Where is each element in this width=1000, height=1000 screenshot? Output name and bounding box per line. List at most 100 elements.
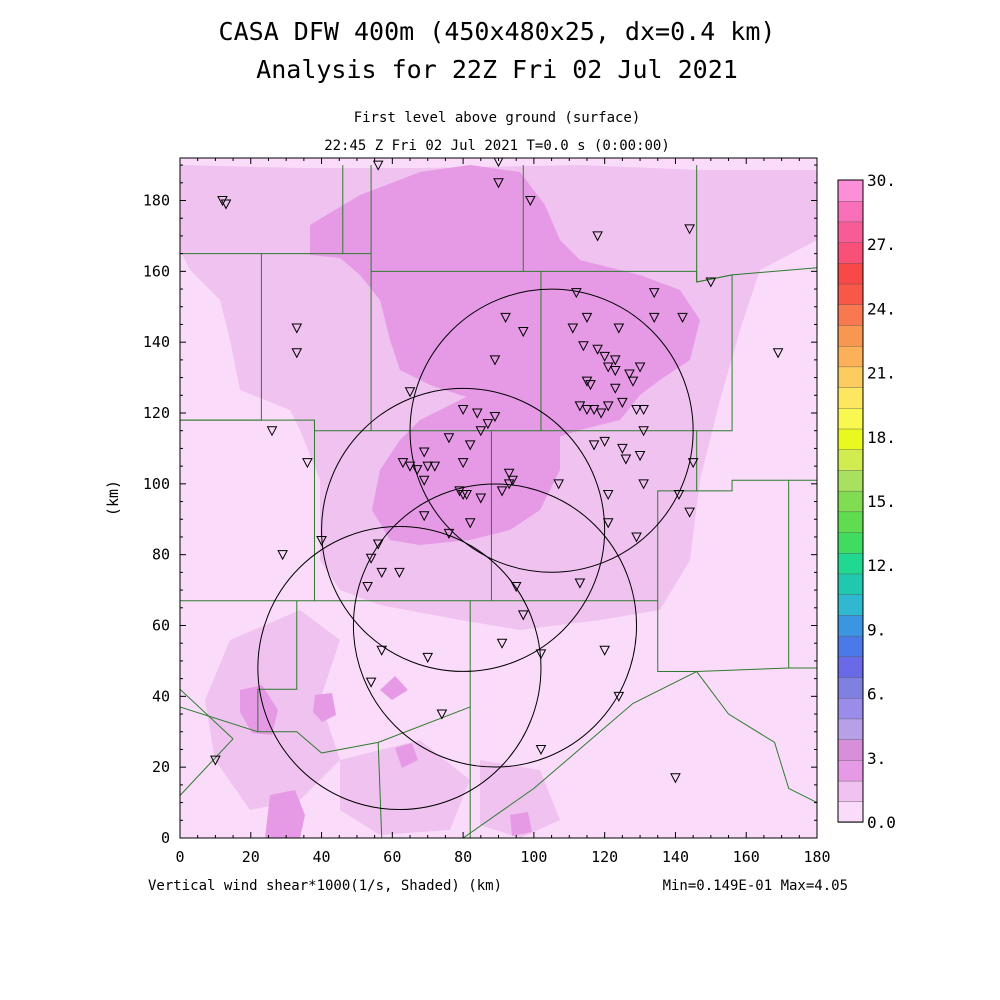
county-line <box>180 706 322 754</box>
radar-site-icon <box>418 475 430 486</box>
county-line <box>657 600 789 673</box>
colorbar-swatch <box>837 449 864 471</box>
subtitle-line2: 22:45 Z Fri 02 Jul 2021 T=0.0 s (0:00:00… <box>324 138 670 154</box>
x-tick-label: 60 <box>383 848 401 866</box>
shear-level-2-north <box>310 165 700 440</box>
radar-site-icon <box>578 341 589 352</box>
radar-site-icon <box>772 348 784 359</box>
radar-range-ring <box>409 288 694 573</box>
shear-patch-w <box>265 342 288 358</box>
colorbar-swatch <box>837 345 864 368</box>
colorbar-swatch <box>837 801 864 823</box>
y-tick-label: 0 <box>161 829 170 847</box>
y-tick-label: 120 <box>143 404 170 422</box>
colorbar-swatch <box>837 759 864 782</box>
radar-site-icon <box>404 387 416 398</box>
colorbar-swatch <box>837 386 864 409</box>
colorbar-swatch <box>837 614 864 637</box>
radar-site-icon <box>553 479 564 490</box>
radar-site-icon <box>613 323 625 334</box>
shear-patch-sw-2 <box>313 693 336 722</box>
colorbar-swatch <box>837 656 864 678</box>
colorbar-swatch <box>837 738 864 761</box>
radar-site-icon <box>291 348 303 359</box>
radar-site-icon <box>418 447 430 458</box>
colorbar-swatch <box>837 593 864 616</box>
radar-site-icon <box>684 507 695 518</box>
radar-site-icon <box>394 567 405 578</box>
colorbar-frame <box>837 179 864 823</box>
y-tick-label: 60 <box>152 617 170 635</box>
radar-site-icon <box>517 327 529 338</box>
y-tick-label: 20 <box>152 758 170 776</box>
colorbar-swatch <box>837 324 864 347</box>
radar-site-icon <box>489 412 501 423</box>
colorbar-swatch <box>837 531 864 554</box>
radar-range-rings <box>257 288 694 811</box>
radar-site-icon <box>592 344 603 355</box>
colorbar-swatch <box>837 490 864 513</box>
colorbar-swatch <box>837 428 864 450</box>
county-line <box>377 742 383 838</box>
county-line <box>462 671 697 838</box>
radar-site-icon <box>525 196 536 207</box>
radar-site-icon <box>684 224 695 235</box>
colorbar-label: 18. <box>867 428 896 447</box>
radar-site-icon <box>422 652 434 663</box>
radar-site-icon <box>617 443 628 454</box>
radar-site-icon <box>535 649 547 660</box>
radar-site-icon <box>291 323 303 334</box>
radar-site-icon <box>613 691 625 702</box>
colorbar-label: 6. <box>867 685 886 704</box>
radar-site-icon <box>599 436 610 447</box>
radar-site-icon <box>493 178 504 189</box>
radar-site-icon <box>627 376 639 387</box>
county-line <box>321 600 471 754</box>
radar-range-ring <box>352 483 638 768</box>
y-tick-label: 80 <box>152 546 170 564</box>
radar-site-icon <box>670 773 681 784</box>
footer-right: Min=0.149E-01 Max=4.05 <box>663 878 848 894</box>
radar-site-icon <box>418 511 430 522</box>
radar-site-icon <box>220 199 232 210</box>
radar-site-icon <box>436 709 448 720</box>
shear-patch-s-1 <box>265 790 305 838</box>
radar-site-icon <box>609 366 621 377</box>
radar-site-icon <box>443 528 455 539</box>
radar-site-icon <box>429 461 441 472</box>
county-line <box>180 738 234 796</box>
radar-site-icon <box>592 231 603 242</box>
radar-site-icon <box>599 351 610 362</box>
radar-site-icon <box>599 645 610 656</box>
colorbar-swatch <box>837 179 864 202</box>
colorbar-swatch <box>837 511 864 533</box>
radar-site-icon <box>602 518 614 529</box>
radar-site-icon <box>266 426 278 437</box>
radar-site-icon <box>581 376 593 387</box>
colorbar-swatch <box>837 780 864 802</box>
radar-site-icon <box>588 404 600 416</box>
radar-site-icon <box>638 479 649 490</box>
axis-ticks: 0 20 40 60 80 100 120 140 160 180 0 20 40 60 80 100 120 1… <box>143 158 831 866</box>
y-tick-label: 100 <box>143 475 170 493</box>
radar-site-icon <box>609 355 621 366</box>
radar-site-icon <box>464 518 476 529</box>
radar-site-icon <box>496 486 508 497</box>
x-tick-label: 140 <box>662 848 689 866</box>
colorbar-swatch <box>837 200 864 223</box>
shear-level-1-south <box>340 740 470 835</box>
shear-level-2-center <box>372 385 560 545</box>
radar-site-icon <box>503 468 515 479</box>
radar-site-icon <box>457 458 469 469</box>
radar-site-icon <box>602 401 614 412</box>
radar-site-icon <box>493 158 504 168</box>
radar-site-icon <box>475 493 487 504</box>
radar-site-icon <box>372 160 384 171</box>
radar-site-icon <box>634 362 646 373</box>
radar-site-icon <box>443 433 455 444</box>
colorbar-swatch <box>837 697 864 720</box>
footer-left: Vertical wind shear*1000(1/s, Shaded) (k… <box>148 878 502 894</box>
shear-patch-s-3 <box>395 743 418 768</box>
radar-site-icon <box>638 426 649 437</box>
